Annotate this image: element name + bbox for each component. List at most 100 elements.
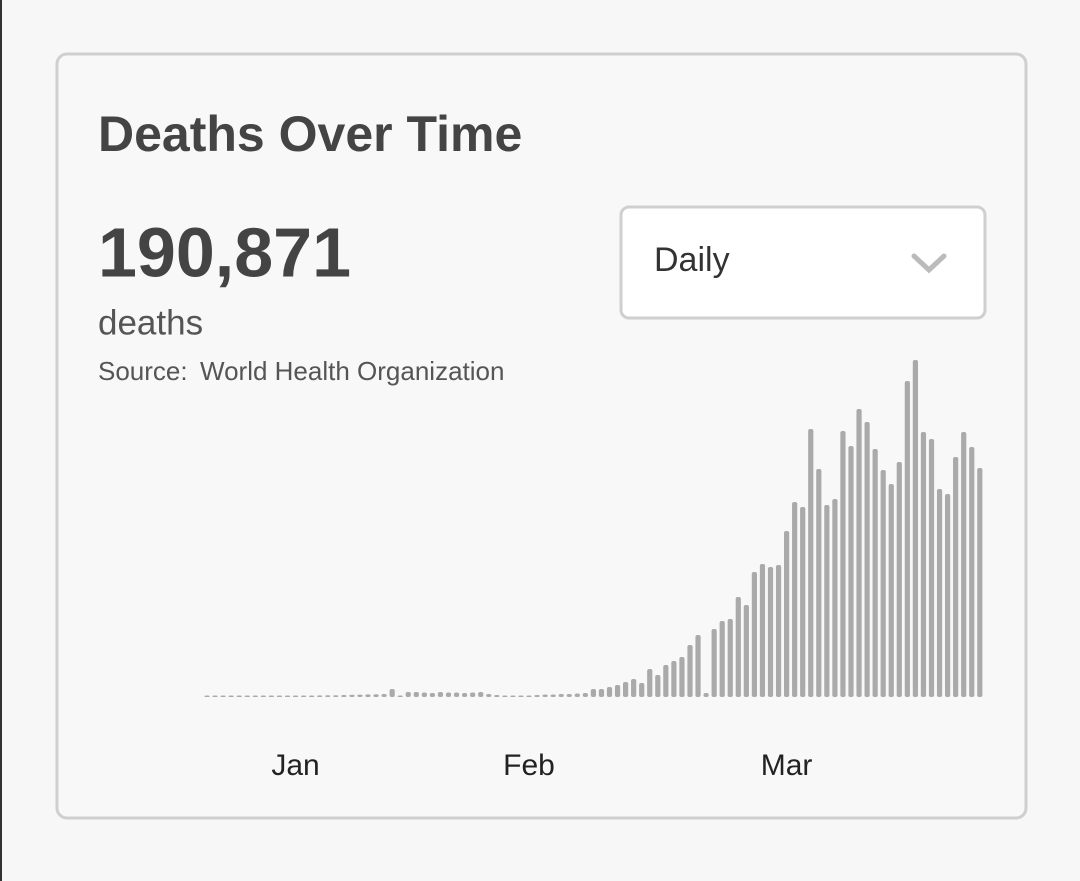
- bar: [896, 462, 902, 697]
- bar: [445, 692, 452, 697]
- bar: [623, 682, 629, 697]
- bar: [204, 695, 210, 697]
- bar: [357, 694, 363, 697]
- bar: [526, 695, 532, 697]
- bar: [333, 695, 339, 697]
- bar: [872, 449, 878, 697]
- bar: [212, 695, 218, 697]
- bar: [284, 695, 291, 697]
- bar: [325, 695, 331, 697]
- bar: [945, 494, 951, 697]
- bar: [735, 597, 741, 697]
- bar: [381, 694, 387, 697]
- bar: [453, 692, 460, 697]
- bar: [268, 695, 274, 697]
- card-title: Deaths Over Time: [98, 106, 522, 162]
- bar: [566, 694, 572, 697]
- bar: [614, 685, 621, 697]
- bar: [824, 505, 830, 697]
- bar: [413, 692, 419, 697]
- bar: [864, 422, 870, 697]
- bar: [574, 693, 580, 697]
- bar: [518, 695, 524, 697]
- bar: [904, 381, 910, 697]
- bar: [671, 661, 677, 697]
- bar: [598, 689, 605, 697]
- bar: [244, 695, 250, 697]
- bar: [349, 694, 355, 697]
- bar: [920, 432, 927, 697]
- card-frame: [55, 52, 1028, 820]
- bar: [462, 693, 468, 697]
- bar: [582, 693, 588, 697]
- bar: [751, 572, 757, 697]
- bar: [679, 657, 685, 697]
- bar: [478, 692, 484, 697]
- bar: [719, 621, 725, 697]
- bar: [848, 446, 854, 697]
- bar: [276, 695, 283, 697]
- bar: [703, 693, 709, 697]
- bar: [470, 692, 476, 697]
- bar: [832, 499, 838, 697]
- bar: [767, 567, 774, 697]
- bar: [888, 484, 894, 697]
- x-tick-label: Jan: [271, 749, 319, 782]
- bar: [631, 679, 637, 697]
- bar: [639, 683, 645, 697]
- bar: [590, 689, 596, 697]
- bar: [647, 669, 653, 697]
- bar: [373, 694, 379, 697]
- bar: [792, 502, 798, 697]
- bar: [711, 629, 717, 697]
- bar: [953, 457, 959, 697]
- chevron[interactable]: [911, 253, 947, 274]
- bar: [317, 695, 323, 697]
- bar: [880, 470, 886, 697]
- bar: [236, 695, 242, 697]
- bar: [840, 431, 846, 697]
- bar: [260, 695, 266, 697]
- bar: [856, 409, 862, 697]
- bar: [743, 605, 749, 697]
- bar: [655, 675, 661, 697]
- bar: [510, 695, 516, 697]
- bar: [341, 695, 347, 697]
- dropdown-box[interactable]: [619, 205, 987, 320]
- bar: [228, 695, 234, 697]
- source: World Health Organization: [200, 356, 504, 386]
- bar: [494, 695, 500, 697]
- bar: [663, 665, 669, 697]
- bar: [429, 693, 435, 697]
- bar: [775, 565, 782, 697]
- bar: [397, 695, 403, 697]
- bar: [759, 564, 766, 697]
- bar: [912, 360, 918, 697]
- bar: [421, 692, 427, 697]
- dropdown-value[interactable]: Daily: [654, 241, 730, 279]
- bar: [301, 695, 307, 697]
- bar: [365, 694, 371, 697]
- bar: [800, 507, 806, 697]
- bar: [816, 469, 822, 697]
- bar: [784, 531, 790, 697]
- source-label: Source:: [98, 356, 188, 386]
- bar: [486, 694, 492, 697]
- bar: [542, 694, 548, 697]
- bar: [961, 432, 967, 697]
- x-tick-label: Feb: [503, 749, 555, 782]
- bar: [437, 692, 444, 697]
- bar: [558, 694, 564, 697]
- bar: [252, 695, 258, 697]
- bar: [969, 447, 975, 697]
- bar: [808, 429, 814, 697]
- bar: [534, 695, 540, 697]
- dropdown[interactable]: Daily: [619, 205, 987, 320]
- bar: [292, 695, 299, 697]
- bar: [928, 439, 935, 697]
- bar: [606, 687, 613, 697]
- chart: Jan Feb Mar: [204, 360, 983, 782]
- total-count: 190,871: [98, 213, 351, 291]
